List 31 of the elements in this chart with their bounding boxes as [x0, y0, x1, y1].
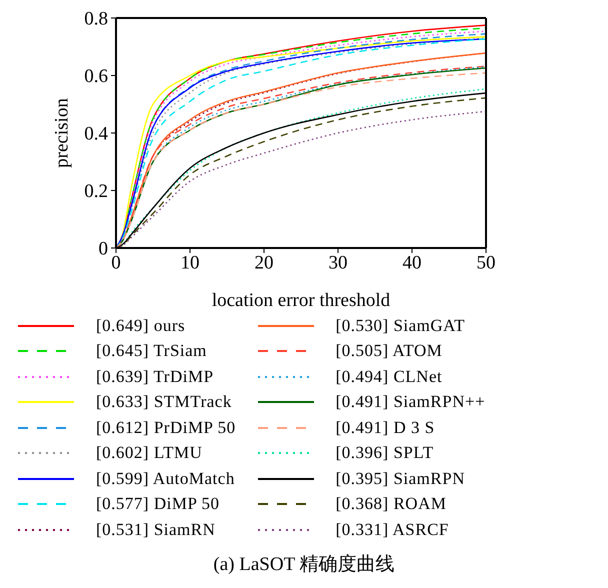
- x-tick-label: 50: [476, 252, 496, 274]
- x-tick-label: 10: [180, 252, 200, 274]
- y-axis-title: precision: [52, 98, 73, 168]
- x-tick-label: 20: [254, 252, 274, 274]
- x-tick-label: 40: [402, 252, 422, 274]
- legend-label: [0.368] ROAM: [336, 494, 446, 514]
- y-tick-label: 0: [98, 238, 108, 260]
- legend-label: [0.649] ours: [96, 316, 186, 336]
- legend-label: [0.599] AutoMatch: [96, 468, 235, 489]
- y-tick-label: 0.2: [84, 181, 108, 202]
- legend-label: [0.531] SiamRN: [96, 520, 216, 540]
- legend-label: [0.639] TrDiMP: [96, 366, 214, 387]
- y-tick-label: 0.8: [84, 8, 108, 30]
- y-tick-label: 0.4: [84, 124, 108, 145]
- legend-label: [0.494] CLNet: [336, 366, 442, 387]
- legend-label: [0.396] SPLT: [336, 443, 434, 464]
- text: (a) LaSOT 精确度曲线: [212, 552, 396, 576]
- legend-label: [0.612] PrDiMP 50: [96, 418, 236, 438]
- legend-label: [0.505] ATOM: [336, 341, 442, 362]
- legend-label: [0.395] SiamRPN: [336, 468, 465, 489]
- legend-label: [0.577] DiMP 50: [96, 494, 220, 514]
- legend-label: [0.491] D 3 S: [336, 418, 435, 438]
- legend-label: [0.331] ASRCF: [336, 520, 449, 540]
- legend-label: [0.645] TrSiam: [96, 341, 207, 362]
- legend-label: [0.491] SiamRPN++: [336, 392, 486, 412]
- y-tick-label: 0.6: [84, 66, 108, 88]
- x-axis-title: location error threshold: [212, 290, 391, 311]
- x-tick-label: 30: [328, 252, 348, 274]
- legend-label: [0.602] LTMU: [96, 443, 202, 464]
- legend-label: [0.530] SiamGAT: [336, 316, 465, 336]
- legend-label: [0.633] STMTrack: [96, 392, 232, 412]
